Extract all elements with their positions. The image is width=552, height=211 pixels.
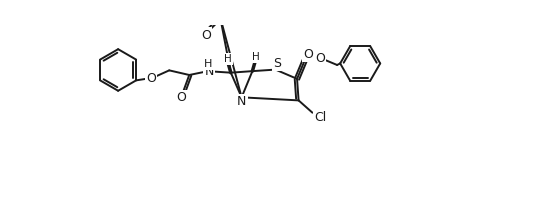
Text: O: O xyxy=(304,48,314,61)
Text: Cl: Cl xyxy=(314,111,326,124)
Text: S: S xyxy=(273,57,281,70)
Text: H: H xyxy=(224,54,232,64)
Text: O: O xyxy=(146,72,156,85)
Text: O: O xyxy=(315,52,325,65)
Text: O: O xyxy=(201,28,211,42)
Text: N: N xyxy=(237,95,246,108)
Text: O: O xyxy=(177,91,187,104)
Text: N: N xyxy=(205,65,214,78)
Text: H: H xyxy=(204,59,213,69)
Text: H: H xyxy=(252,52,259,62)
